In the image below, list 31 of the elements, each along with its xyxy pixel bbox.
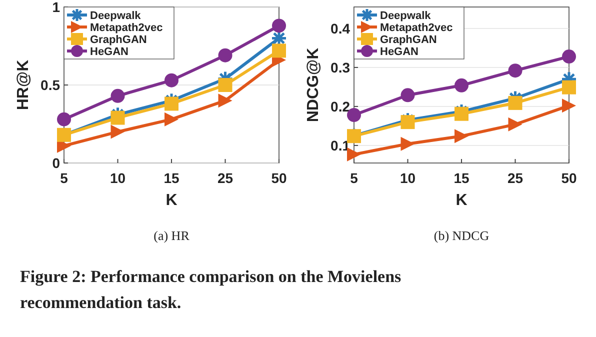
y-tick-label: 0.3 <box>330 59 350 76</box>
x-tick-label: 10 <box>400 170 416 186</box>
y-tick-label: 0.4 <box>330 20 350 36</box>
x-tick-label: 15 <box>164 170 180 186</box>
y-tick-label: 0.2 <box>330 98 350 114</box>
x-tick-label: 10 <box>110 170 126 186</box>
legend-label: GraphGAN <box>90 34 147 46</box>
x-tick-label: 5 <box>350 170 358 186</box>
caption: Figure 2: Performance comparison on the Movielens recommendation task. <box>20 267 402 312</box>
x-tick-label: 50 <box>561 170 577 186</box>
y-tick-label: 0 <box>52 154 60 171</box>
x-tick-label: 50 <box>271 170 287 186</box>
legend-label: Metapath2vec <box>90 22 163 34</box>
text: (b) NDCG <box>434 228 490 243</box>
x-tick-label: 25 <box>507 170 524 186</box>
x-tick-label: 15 <box>454 170 470 186</box>
legend-label: Metapath2vec <box>380 22 453 34</box>
y-axis-title: NDCG@K <box>305 47 322 122</box>
x-axis-title: K <box>456 192 468 209</box>
x-tick-label: 5 <box>60 170 68 186</box>
legend-label: HeGAN <box>90 46 129 58</box>
y-tick-label: 0.5 <box>40 76 60 93</box>
y-axis-title: HR@K <box>15 59 32 110</box>
legend-label: Deepwalk <box>380 10 432 22</box>
legend-label: HeGAN <box>380 46 419 58</box>
legend-label: Deepwalk <box>90 10 142 22</box>
text: (a) HR <box>154 228 190 243</box>
legend-label: GraphGAN <box>380 34 437 46</box>
y-tick-label: 1 <box>52 0 60 15</box>
x-tick-label: 25 <box>217 170 234 186</box>
x-axis-title: K <box>166 192 178 209</box>
